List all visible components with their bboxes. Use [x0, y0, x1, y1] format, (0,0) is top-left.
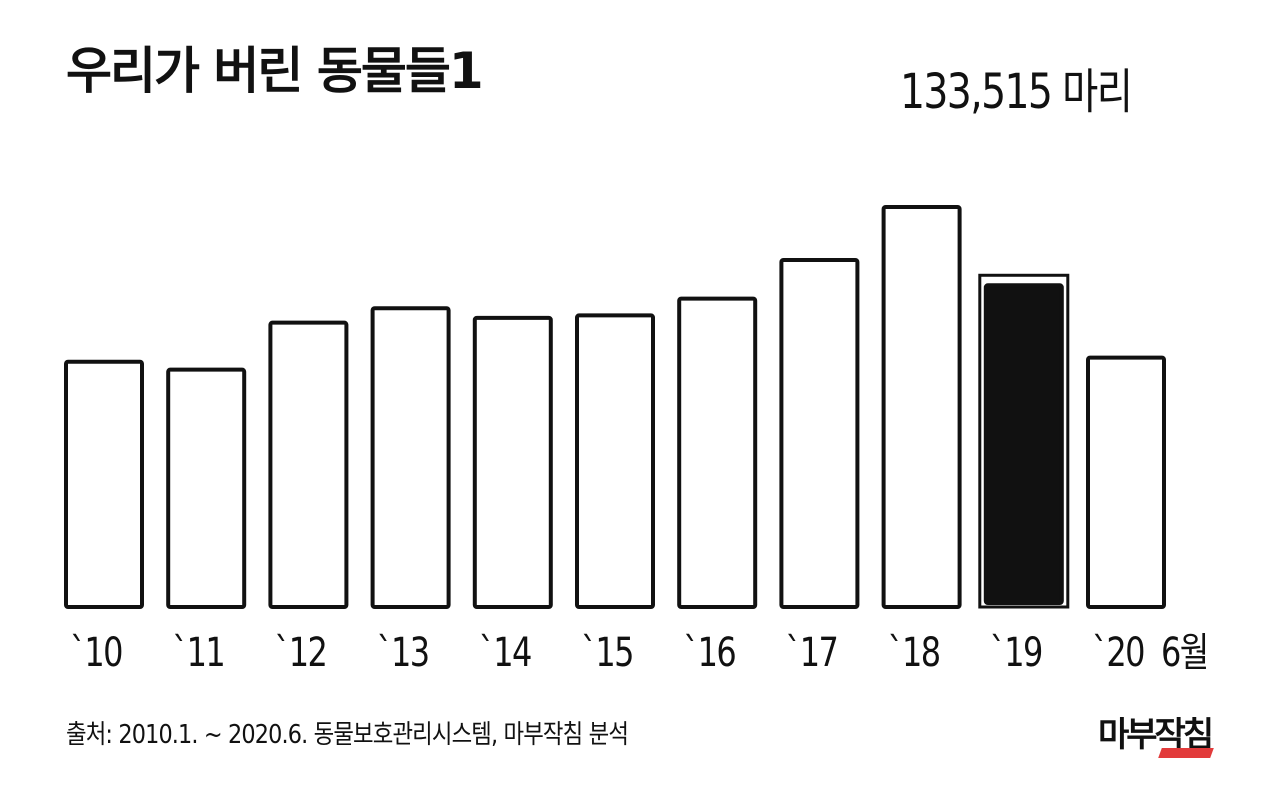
brand-logo: 마부작침 — [1098, 715, 1214, 755]
tick-label-10: `20 6월 — [1092, 628, 1208, 675]
chart-title: 우리가 버린 동물들1 — [66, 42, 484, 100]
tick-label-0: `10 — [70, 628, 122, 675]
brand-underline — [1158, 748, 1214, 758]
bar-0 — [64, 359, 144, 609]
tick-label-2: `12 — [274, 628, 326, 675]
tick-label-8: `18 — [888, 628, 940, 675]
tick-labels-group: `10 `11 `12 `13 `14 `15 `16 `17 `18 `19 `20 6월 — [70, 628, 1209, 675]
tick-label-3: `13 — [377, 628, 429, 675]
bar-4 — [472, 315, 553, 609]
tick-label-9: `19 — [990, 628, 1042, 675]
tick-label-1: `11 — [172, 628, 224, 675]
bars-group — [64, 205, 1166, 609]
bar-1 — [166, 367, 247, 609]
bar-6 — [677, 296, 758, 609]
bar-5 — [575, 313, 655, 609]
tick-label-4: `14 — [479, 628, 532, 675]
bar-3 — [370, 306, 451, 609]
tick-label-5: `15 — [581, 628, 633, 675]
bar-7 — [779, 258, 860, 609]
bar-2 — [268, 320, 349, 609]
bar-9 — [983, 283, 1064, 605]
tick-label-6: `16 — [683, 628, 735, 675]
bar-10 — [1086, 355, 1166, 609]
bar-8 — [881, 205, 962, 609]
highlight-annotation: 133,515 마리 — [900, 64, 1133, 120]
tick-label-7: `17 — [785, 628, 837, 675]
source-note: 출처: 2010.1. ~ 2020.6. 동물보호관리시스템, 마부작침 분석 — [66, 720, 629, 750]
